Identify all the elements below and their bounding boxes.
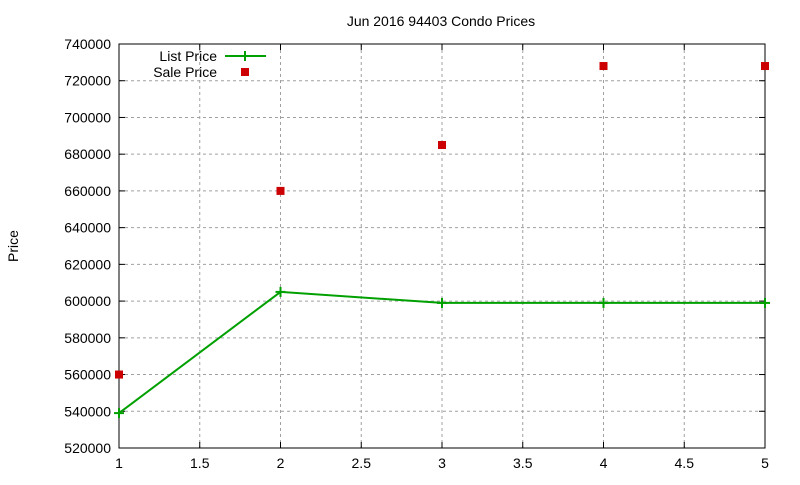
legend-square-icon [241,68,249,76]
x-tick-label: 1 [115,455,123,471]
chart-title: Jun 2016 94403 Condo Prices [347,13,535,29]
y-tick-label: 520000 [64,440,111,456]
x-tick-label: 3.5 [513,455,533,471]
sale-price-point [599,62,608,71]
sale-price-point [761,62,769,71]
sale-price-point [438,141,446,149]
axis-ticks: 1 1.5 2 2.5 3 3.5 4 4.5 5 520000 540000 560000 58000… [64,36,769,471]
y-tick-label: 700000 [64,109,111,125]
x-tick-label: 2.5 [352,455,372,471]
y-tick-label: 660000 [64,183,111,199]
y-tick-label: 640000 [64,220,111,236]
x-tick-label: 5 [761,455,769,471]
y-tick-label: 720000 [64,73,111,89]
x-tick-label: 1.5 [190,455,210,471]
sale-price-point [115,370,123,379]
y-tick-label: 540000 [64,403,111,419]
y-tick-label: 560000 [64,367,111,383]
data-series [114,62,770,419]
y-tick-label: 580000 [64,330,111,346]
y-axis-label: Price [5,230,21,262]
y-tick-label: 740000 [64,36,111,52]
x-tick-label: 4 [600,455,608,471]
plot-border [118,43,766,449]
sale-price-point [276,186,285,195]
grid-lines [119,44,765,448]
x-tick-label: 4.5 [675,455,695,471]
y-tick-label: 600000 [64,293,111,309]
x-tick-label: 3 [438,455,446,471]
y-tick-label: 620000 [64,256,111,272]
x-tick-label: 2 [277,455,285,471]
y-tick-label: 680000 [64,146,111,162]
legend-label: Sale Price [153,64,217,80]
legend-label: List Price [159,48,217,64]
